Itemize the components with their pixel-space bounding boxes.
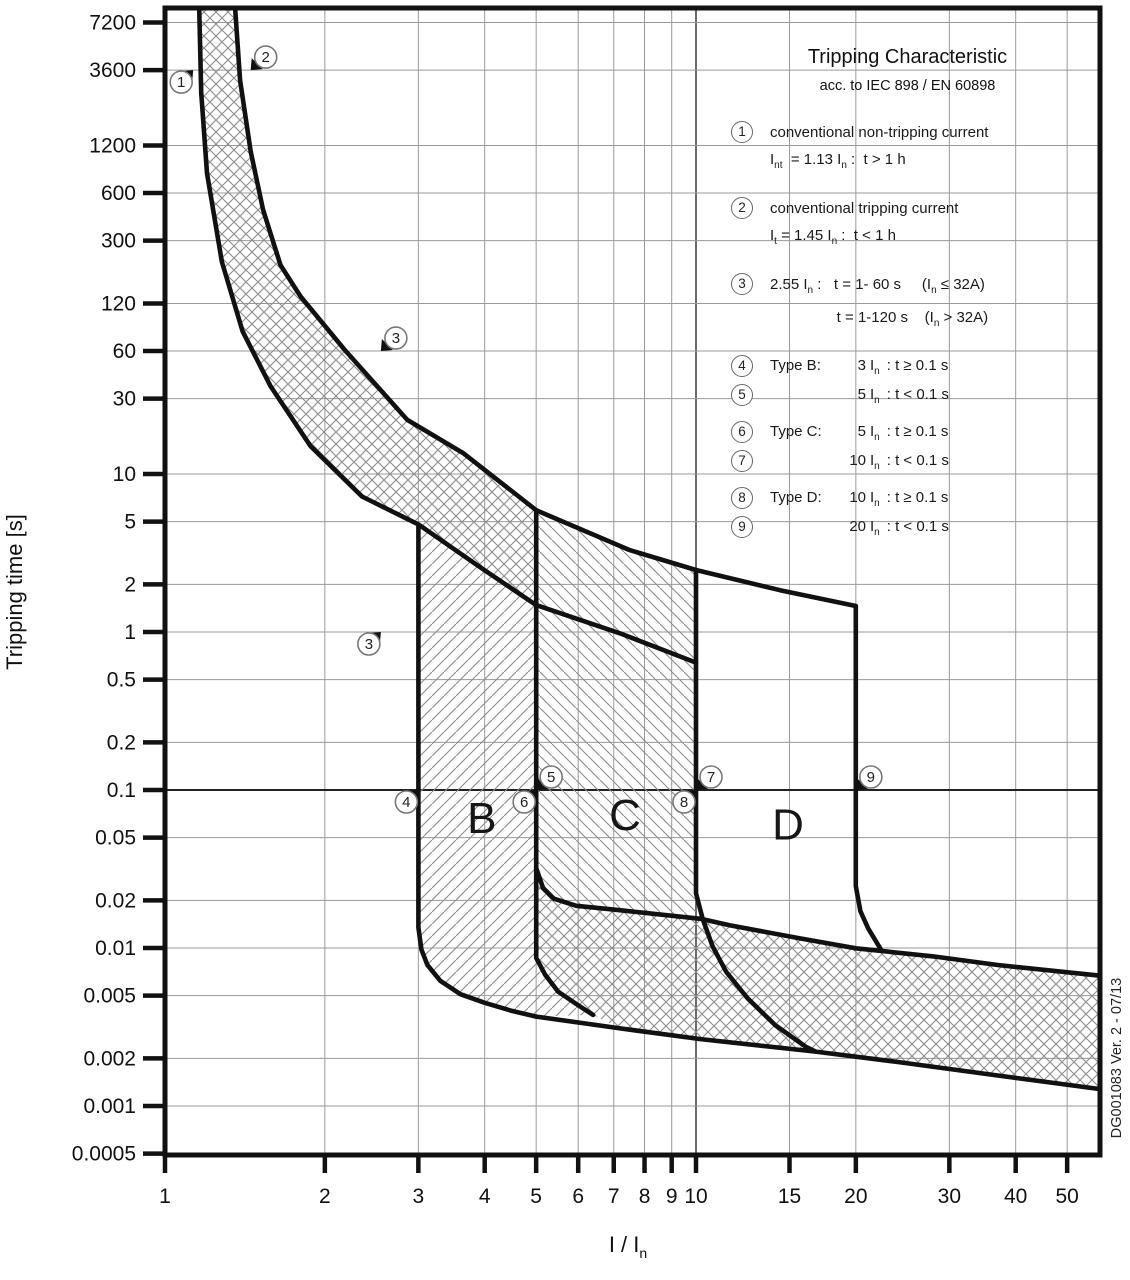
- x-tick-label: 20: [844, 1185, 867, 1208]
- marker-circle: [384, 326, 408, 350]
- curve-b3-curve: [416, 522, 1103, 1092]
- marker-number: 7: [707, 769, 715, 786]
- marker-number: 6: [520, 794, 528, 811]
- y-tick-label: 0.01: [95, 937, 136, 960]
- x-tick-label: 10: [684, 1185, 707, 1208]
- y-tick-label: 0.1: [107, 779, 136, 802]
- marker-3: 3: [357, 632, 381, 656]
- curve-b5-vertical: [533, 507, 596, 1018]
- marker-circle: [253, 45, 278, 69]
- y-tick-label: 600: [101, 182, 136, 205]
- curves: [196, 5, 1103, 1092]
- marker-3: 3: [380, 326, 408, 352]
- marker-circle: [512, 790, 536, 814]
- x-tick-label: 1: [159, 1185, 171, 1208]
- y-tick-label: 1: [124, 621, 136, 644]
- region-fills: [199, 8, 1101, 1090]
- y-tick-label: 300: [101, 230, 136, 253]
- marker-9: 9: [855, 765, 883, 790]
- x-tick-label: 4: [479, 1185, 491, 1208]
- marker-4: 4: [394, 790, 419, 814]
- marker-circle: [699, 765, 723, 789]
- y-tick-label: 0.05: [95, 827, 136, 850]
- marker-number: 5: [547, 769, 555, 786]
- chart-markers: 1 2 3 3 4 5 6 7 8 9: [169, 45, 883, 814]
- y-tick-label: 7200: [89, 12, 136, 35]
- region-letter-d: D: [772, 801, 804, 850]
- y-tick-label: 2: [124, 573, 136, 596]
- y-tick-label: 30: [113, 388, 136, 411]
- y-tick-label: 0.02: [95, 889, 136, 912]
- marker-7: 7: [696, 765, 723, 790]
- marker-circle: [859, 765, 883, 789]
- marker-8: 8: [672, 790, 696, 814]
- marker-1: 1: [169, 70, 194, 94]
- marker-circle: [394, 790, 419, 814]
- axis-ticks: 7200360012006003001206030105210.50.20.10…: [72, 12, 1079, 1208]
- curve-b5-top-edge: [533, 865, 1103, 978]
- marker-circle: [539, 765, 563, 789]
- region-letter-c: C: [609, 791, 641, 840]
- x-tick-label: 3: [413, 1185, 425, 1208]
- type-c-region-fill: [536, 510, 701, 919]
- x-tick-label: 30: [938, 1185, 961, 1208]
- y-tick-label: 0.002: [83, 1047, 136, 1070]
- marker-5: 5: [536, 765, 563, 790]
- region-letter-b: B: [467, 794, 496, 843]
- marker-circle: [169, 70, 193, 94]
- plot-frame: [162, 5, 1103, 1158]
- marker-2: 2: [250, 45, 278, 71]
- marker-number: 4: [402, 794, 410, 811]
- x-tick-label: 50: [1055, 1185, 1078, 1208]
- curve-right-thermal: [232, 5, 859, 609]
- grid: [164, 8, 1100, 1155]
- type-b-region-fill: [418, 524, 594, 1017]
- marker-number: 9: [867, 769, 875, 786]
- y-tick-label: 1200: [89, 134, 136, 157]
- thermal-band-fill: [199, 8, 537, 606]
- curve-d20-curve: [853, 603, 884, 952]
- y-tick-label: 60: [113, 340, 136, 363]
- y-tick-label: 0.005: [83, 985, 136, 1008]
- y-tick-label: 0.2: [107, 731, 136, 754]
- marker-6: 6: [512, 790, 537, 814]
- x-tick-label: 8: [639, 1185, 651, 1208]
- x-tick-label: 40: [1004, 1185, 1027, 1208]
- y-tick-label: 10: [113, 463, 136, 486]
- y-axis-title: Tripping time [s]: [2, 514, 27, 670]
- marker-circle: [357, 632, 381, 656]
- marker-number: 2: [262, 49, 270, 66]
- x-tick-label: 5: [530, 1185, 542, 1208]
- marker-number: 3: [392, 330, 400, 347]
- marker-circle: [672, 790, 696, 814]
- y-tick-label: 0.5: [107, 669, 136, 692]
- marker-number: 3: [365, 636, 373, 653]
- text-segment: I / I: [609, 1232, 640, 1257]
- marker-number: 8: [680, 794, 688, 811]
- y-tick-label: 5: [124, 511, 136, 534]
- x-axis-title: I / In: [609, 1232, 647, 1261]
- x-tick-label: 2: [319, 1185, 331, 1208]
- y-tick-label: 3600: [89, 59, 136, 82]
- document-id-watermark: DG001083 Ver. 2 - 07/13: [1109, 978, 1125, 1138]
- x-tick-label: 15: [778, 1185, 801, 1208]
- subscript: n: [639, 1245, 647, 1261]
- y-tick-label: 0.001: [83, 1095, 136, 1118]
- y-tick-label: 120: [101, 292, 136, 315]
- x-tick-label: 6: [572, 1185, 584, 1208]
- x-tick-label: 7: [608, 1185, 620, 1208]
- curve-c10-curve: [693, 567, 818, 1054]
- x-tick-label: 9: [666, 1185, 678, 1208]
- y-tick-label: 0.0005: [72, 1143, 136, 1166]
- marker-number: 1: [177, 74, 185, 91]
